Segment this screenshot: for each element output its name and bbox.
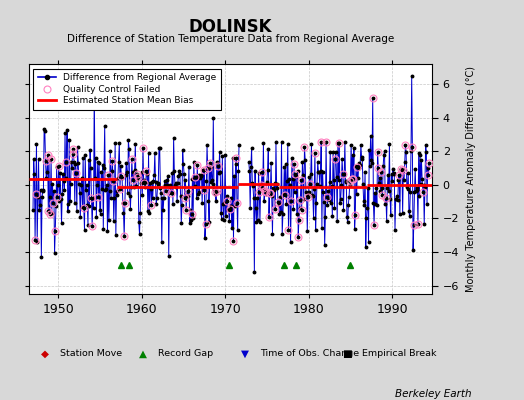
Text: Berkeley Earth: Berkeley Earth	[395, 389, 472, 399]
Text: Record Gap: Record Gap	[158, 349, 213, 358]
Text: Time of Obs. Change: Time of Obs. Change	[260, 349, 359, 358]
Text: ▼: ▼	[241, 349, 249, 359]
Legend: Difference from Regional Average, Quality Control Failed, Estimated Station Mean: Difference from Regional Average, Qualit…	[34, 68, 221, 110]
Y-axis label: Monthly Temperature Anomaly Difference (°C): Monthly Temperature Anomaly Difference (…	[466, 66, 476, 292]
Text: Difference of Station Temperature Data from Regional Average: Difference of Station Temperature Data f…	[67, 34, 394, 44]
Text: Station Move: Station Move	[60, 349, 123, 358]
Text: ■: ■	[342, 349, 352, 359]
Text: ◆: ◆	[41, 349, 49, 359]
Text: ▲: ▲	[139, 349, 147, 359]
Text: DOLINSK: DOLINSK	[189, 18, 272, 36]
Text: Empirical Break: Empirical Break	[362, 349, 436, 358]
